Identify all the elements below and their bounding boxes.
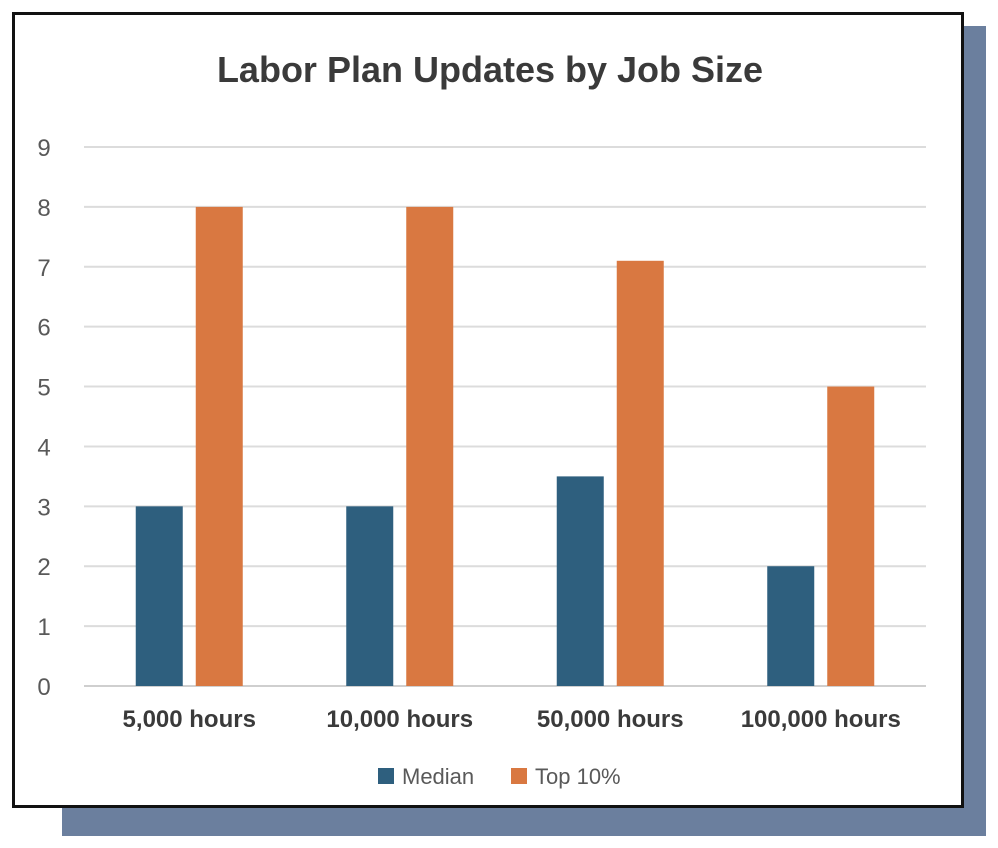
bar-median-3 bbox=[556, 476, 604, 686]
y-tick-label: 2 bbox=[37, 554, 50, 581]
y-tick-label: 5 bbox=[37, 375, 50, 402]
chart-title: Labor Plan Updates by Job Size bbox=[217, 49, 763, 90]
y-tick-label: 1 bbox=[37, 614, 50, 641]
bar-top-10--2 bbox=[406, 206, 454, 686]
bar-median-1 bbox=[135, 506, 183, 686]
x-tick-label: 50,000 hours bbox=[537, 706, 684, 733]
y-tick-label: 8 bbox=[37, 195, 50, 222]
y-axis: 0 1 2 3 4 5 6 7 8 9 bbox=[37, 135, 50, 701]
bar-top-10--3 bbox=[616, 260, 664, 686]
y-tick-label: 4 bbox=[37, 434, 50, 461]
legend-swatch bbox=[511, 768, 527, 784]
bar-top-10--1 bbox=[195, 206, 243, 686]
y-tick-label: 6 bbox=[37, 315, 50, 342]
y-tick-label: 7 bbox=[37, 255, 50, 282]
y-tick-label: 3 bbox=[37, 494, 50, 521]
legend-label: Top 10% bbox=[535, 764, 621, 789]
bars bbox=[135, 206, 875, 686]
bar-median-2 bbox=[346, 506, 394, 686]
legend-label: Median bbox=[402, 764, 474, 789]
legend-swatch bbox=[378, 768, 394, 784]
bar-median-4 bbox=[767, 566, 815, 686]
legend: Median Top 10% bbox=[378, 764, 621, 789]
bar-top-10--4 bbox=[827, 386, 875, 686]
x-tick-label: 100,000 hours bbox=[741, 706, 901, 733]
y-tick-label: 9 bbox=[37, 135, 50, 162]
x-axis: 5,000 hours 10,000 hours 50,000 hours 100,0… bbox=[123, 706, 901, 733]
y-tick-label: 0 bbox=[37, 674, 50, 701]
x-tick-label: 5,000 hours bbox=[123, 706, 256, 733]
x-tick-label: 10,000 hours bbox=[326, 706, 473, 733]
